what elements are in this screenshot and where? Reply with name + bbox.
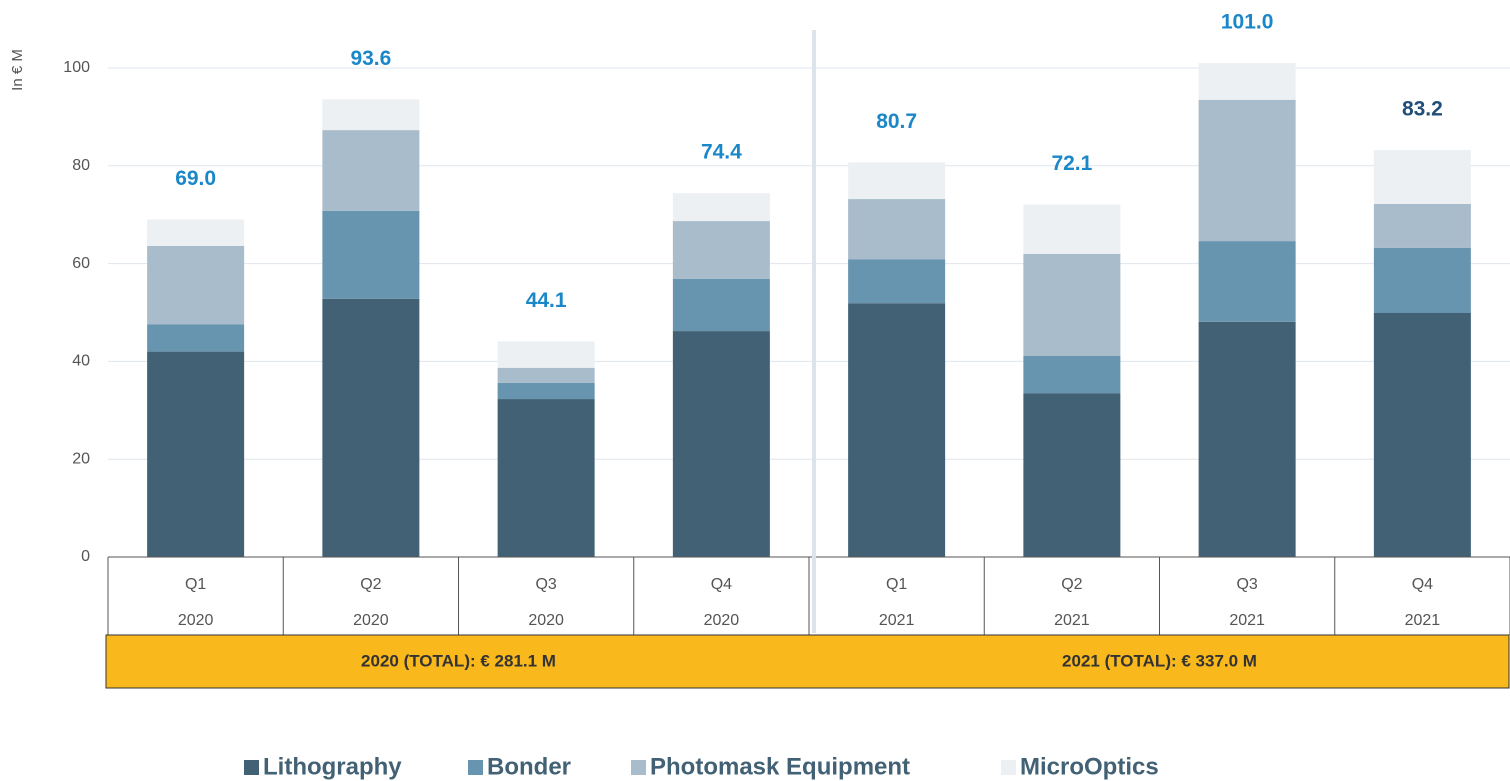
x-tick-label: Q2 <box>1061 576 1082 593</box>
bar-segment <box>497 341 595 368</box>
x-tick-label: Q4 <box>711 576 732 593</box>
bar-segment <box>147 324 245 352</box>
x-year-label: 2021 <box>1405 612 1441 629</box>
y-tick-label: 60 <box>72 255 90 272</box>
bar-segment <box>1198 321 1296 557</box>
legend-swatch <box>1001 760 1016 775</box>
total-label: 72.1 <box>1051 152 1092 175</box>
x-tick-label: Q2 <box>360 576 381 593</box>
bar-segment <box>497 399 595 557</box>
legend-swatch <box>244 760 259 775</box>
bar-segment <box>672 193 770 222</box>
y-tick-label: 80 <box>72 157 90 174</box>
x-year-label: 2020 <box>528 612 564 629</box>
bar-segment <box>672 278 770 332</box>
bar-segment <box>1023 204 1121 254</box>
bar-segment <box>848 199 946 260</box>
bar-segment <box>147 219 245 246</box>
bar-segment <box>1023 356 1121 394</box>
bar-segment <box>497 382 595 400</box>
year-total: 2020 (TOTAL): € 281.1 M <box>361 651 556 670</box>
bar-segment <box>322 210 420 299</box>
x-year-label: 2020 <box>178 612 214 629</box>
y-tick-label: 20 <box>72 450 90 467</box>
total-band <box>105 634 1510 689</box>
legend-swatch <box>468 760 483 775</box>
y-tick-label: 0 <box>81 548 90 565</box>
year-divider <box>812 30 816 633</box>
bar-segment <box>848 162 946 200</box>
x-tick-label: Q3 <box>535 576 556 593</box>
legend-swatch <box>631 760 646 775</box>
bar-segment <box>322 298 420 557</box>
x-tick-label: Q1 <box>886 576 907 593</box>
bar-segment <box>1373 247 1471 313</box>
bar-segment <box>848 259 946 304</box>
bar-segment <box>848 303 946 557</box>
bar-segment <box>497 367 595 383</box>
legend-label: Bonder <box>487 753 571 780</box>
x-year-label: 2021 <box>1054 612 1090 629</box>
bar-segment <box>1198 63 1296 100</box>
x-tick-label: Q3 <box>1236 576 1257 593</box>
bar-segment <box>1198 99 1296 242</box>
legend-label: Photomask Equipment <box>650 753 910 780</box>
legend-label: MicroOptics <box>1020 753 1159 780</box>
total-label: 101.0 <box>1221 11 1274 34</box>
bar-segment <box>672 331 770 557</box>
total-label: 80.7 <box>876 110 917 133</box>
x-year-label: 2020 <box>353 612 389 629</box>
bar-segment <box>1373 312 1471 557</box>
legend-label: Lithography <box>263 753 402 780</box>
y-tick-label: 40 <box>72 353 90 370</box>
total-label: 83.2 <box>1402 98 1443 121</box>
x-year-label: 2021 <box>879 612 915 629</box>
x-year-label: 2020 <box>704 612 740 629</box>
total-label: 74.4 <box>701 141 742 164</box>
bar-segment <box>672 221 770 279</box>
bar-segment <box>1023 253 1121 357</box>
bar-segment <box>1023 393 1121 557</box>
y-axis-label: In € M <box>9 49 26 91</box>
bar-segment <box>1198 241 1296 322</box>
x-year-label: 2021 <box>1229 612 1265 629</box>
year-total: 2021 (TOTAL): € 337.0 M <box>1062 651 1257 670</box>
bar-segment <box>1373 203 1471 248</box>
bar-segment <box>147 351 245 557</box>
bar-segment <box>322 130 420 211</box>
total-label: 93.6 <box>350 47 391 70</box>
total-label: 69.0 <box>175 167 216 190</box>
x-tick-label: Q1 <box>185 576 206 593</box>
total-label: 44.1 <box>526 289 567 312</box>
bar-segment <box>322 99 420 131</box>
bar-segment <box>147 245 245 325</box>
x-tick-label: Q4 <box>1412 576 1433 593</box>
y-tick-label: 100 <box>63 59 90 76</box>
bar-segment <box>1373 150 1471 204</box>
